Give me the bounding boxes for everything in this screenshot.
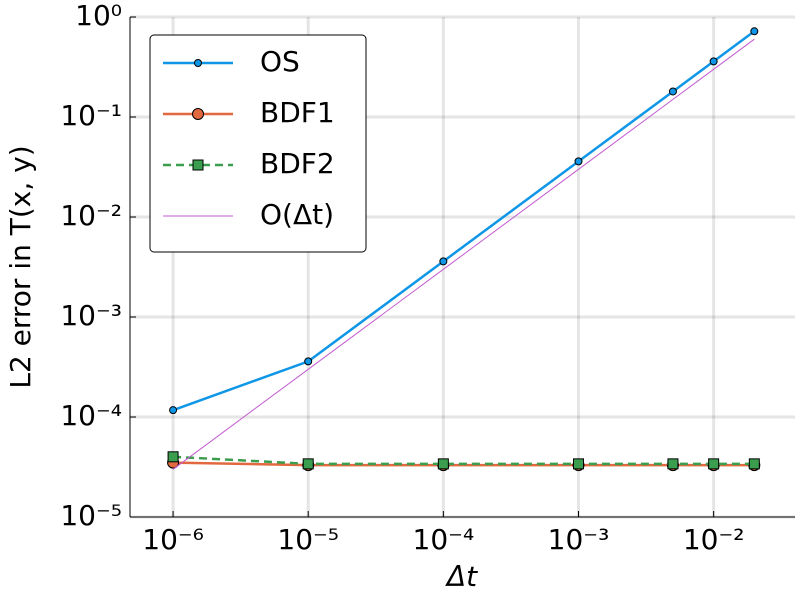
x-tick-label: 10⁻⁵ (277, 523, 339, 556)
x-axis-label: Δt (445, 560, 478, 593)
marker (709, 57, 718, 66)
marker (572, 458, 584, 470)
legend-label: O(Δt) (260, 198, 334, 231)
y-tick-label: 10⁻⁴ (60, 399, 122, 432)
x-tick-label: 10⁻² (683, 523, 745, 556)
marker (667, 458, 679, 470)
y-tick-label: 10⁰ (75, 0, 122, 32)
legend-marker (192, 108, 204, 120)
marker (304, 357, 313, 366)
y-tick-label: 10⁻³ (60, 299, 122, 332)
marker (574, 157, 583, 166)
x-tick-label: 10⁻⁴ (413, 523, 475, 556)
marker (750, 27, 759, 36)
legend-label: OS (260, 45, 300, 78)
legend-label: BDF1 (260, 96, 335, 129)
marker (169, 406, 178, 415)
marker (167, 451, 179, 463)
marker (439, 257, 448, 266)
marker (708, 458, 720, 470)
marker (302, 458, 314, 470)
marker (748, 458, 760, 470)
series-line (173, 455, 755, 466)
legend-marker (194, 59, 202, 67)
legend-box (149, 34, 367, 253)
y-tick-label: 10⁻¹ (60, 99, 122, 132)
legend: OS BDF1 BDF2 O(Δt) (149, 34, 367, 253)
x-tick-label: 10⁻⁶ (142, 523, 204, 556)
series-line (172, 38, 755, 470)
marker (437, 458, 449, 470)
legend-marker (192, 159, 204, 171)
legend-label: BDF2 (260, 147, 335, 180)
y-axis-label: L2 error in T(x, y) (4, 145, 37, 388)
y-tick-label: 10⁻⁵ (60, 499, 122, 532)
x-tick-label: 10⁻³ (548, 523, 610, 556)
y-tick-label: 10⁻² (60, 199, 122, 232)
marker (668, 87, 677, 96)
